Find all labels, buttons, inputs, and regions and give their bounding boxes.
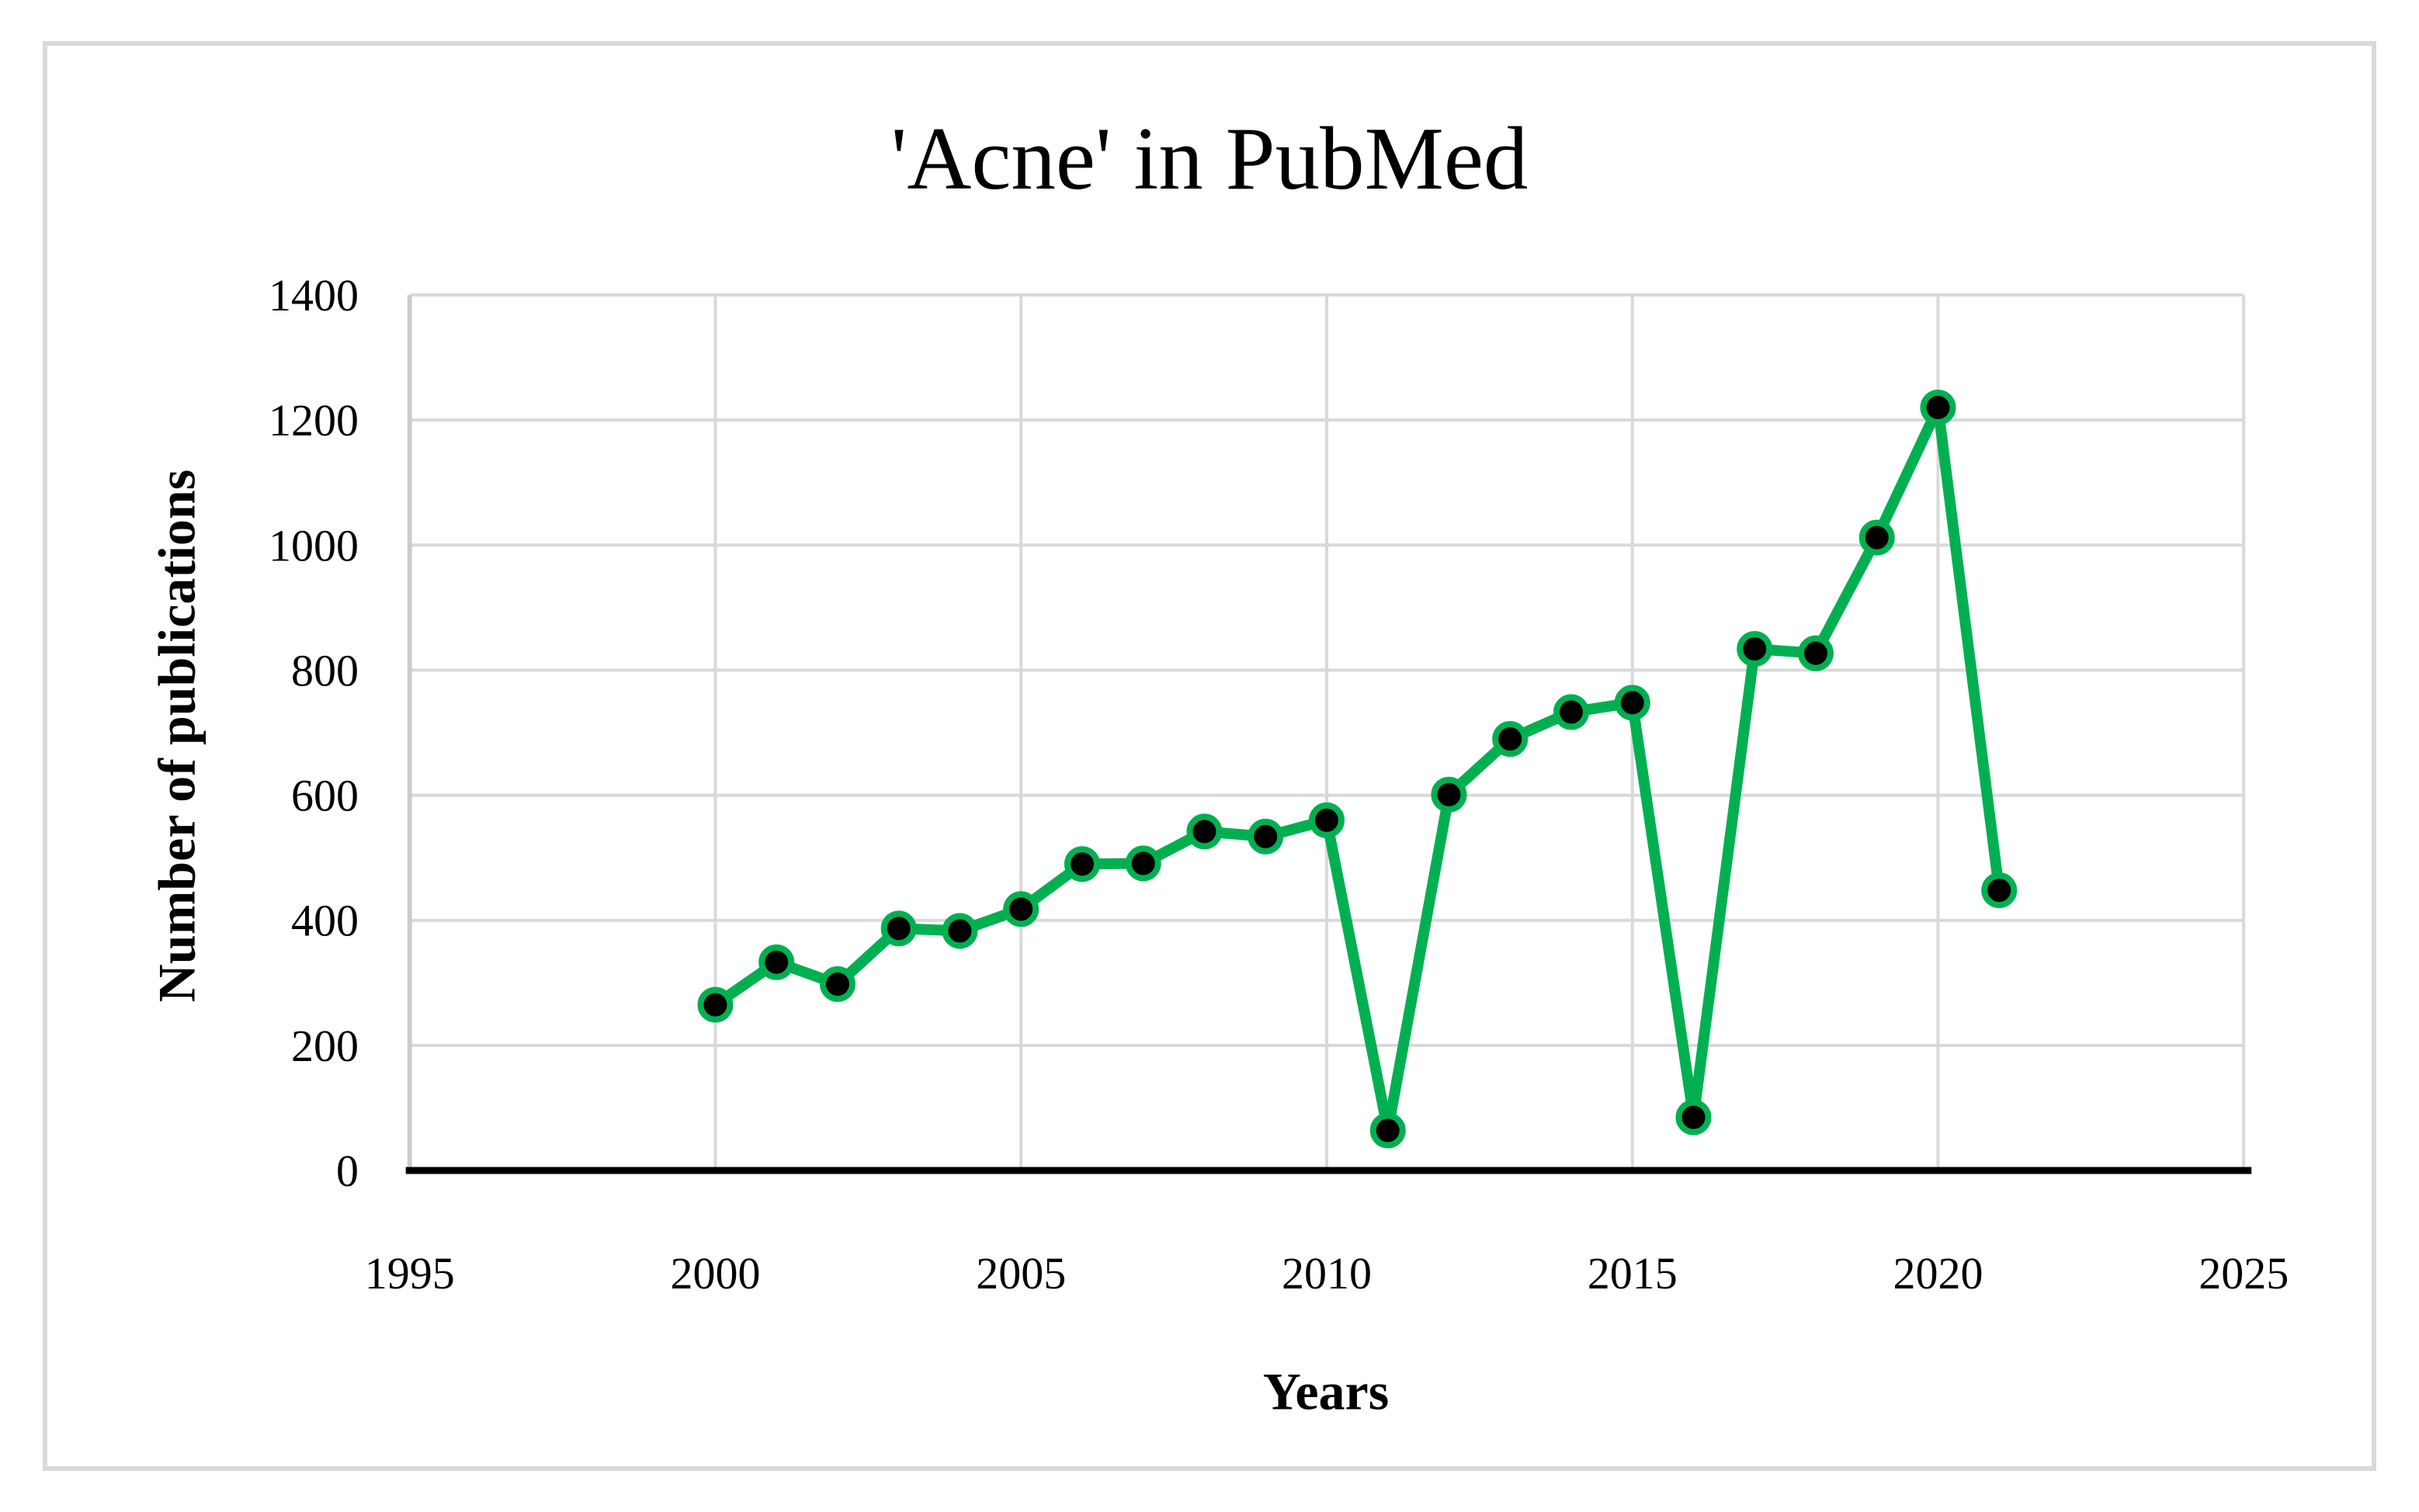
x-axis-title: Years	[1262, 1361, 1390, 1421]
x-tick-label: 2005	[976, 1248, 1066, 1299]
data-point-marker	[1003, 891, 1039, 928]
x-tick-label: 2000	[670, 1248, 760, 1299]
data-point-marker	[1737, 631, 1773, 668]
chart-title: 'Acne' in PubMed	[890, 109, 1529, 208]
data-point-marker	[1920, 390, 1956, 426]
data-point-marker	[1981, 872, 2018, 909]
y-tick-label: 400	[291, 896, 359, 946]
data-point-marker	[1797, 635, 1834, 671]
data-point-marker	[942, 913, 978, 949]
data-point-marker	[1553, 694, 1589, 730]
y-tick-label: 200	[291, 1021, 359, 1071]
y-tick-label: 1400	[269, 270, 359, 321]
x-tick-label: 2015	[1588, 1248, 1678, 1299]
y-tick-label: 800	[291, 645, 359, 695]
data-point-marker	[880, 910, 917, 947]
data-point-marker	[1248, 818, 1284, 855]
data-point-marker	[1125, 845, 1161, 882]
data-point-marker	[1858, 519, 1895, 556]
data-point-marker	[1431, 776, 1467, 813]
data-point-marker	[1492, 721, 1529, 758]
x-tick-label: 2020	[1893, 1248, 1983, 1299]
data-point-marker	[758, 944, 795, 980]
x-tick-label: 2025	[2199, 1248, 2289, 1299]
data-point-marker	[697, 987, 734, 1023]
data-point-marker	[1614, 685, 1650, 721]
data-point-marker	[1675, 1099, 1712, 1136]
data-point-marker	[1369, 1112, 1406, 1149]
y-tick-label: 1000	[269, 520, 359, 570]
data-point-marker	[1186, 813, 1223, 850]
data-point-marker	[1064, 846, 1100, 883]
data-line	[710, 402, 2005, 1136]
data-point-marker	[1308, 802, 1345, 838]
data-point-marker	[819, 966, 856, 1002]
x-tick-label: 2010	[1282, 1248, 1372, 1299]
y-tick-label: 0	[336, 1146, 359, 1196]
y-tick-label: 600	[291, 771, 359, 821]
x-tick-label: 1995	[365, 1248, 455, 1299]
y-tick-label: 1200	[269, 395, 359, 446]
